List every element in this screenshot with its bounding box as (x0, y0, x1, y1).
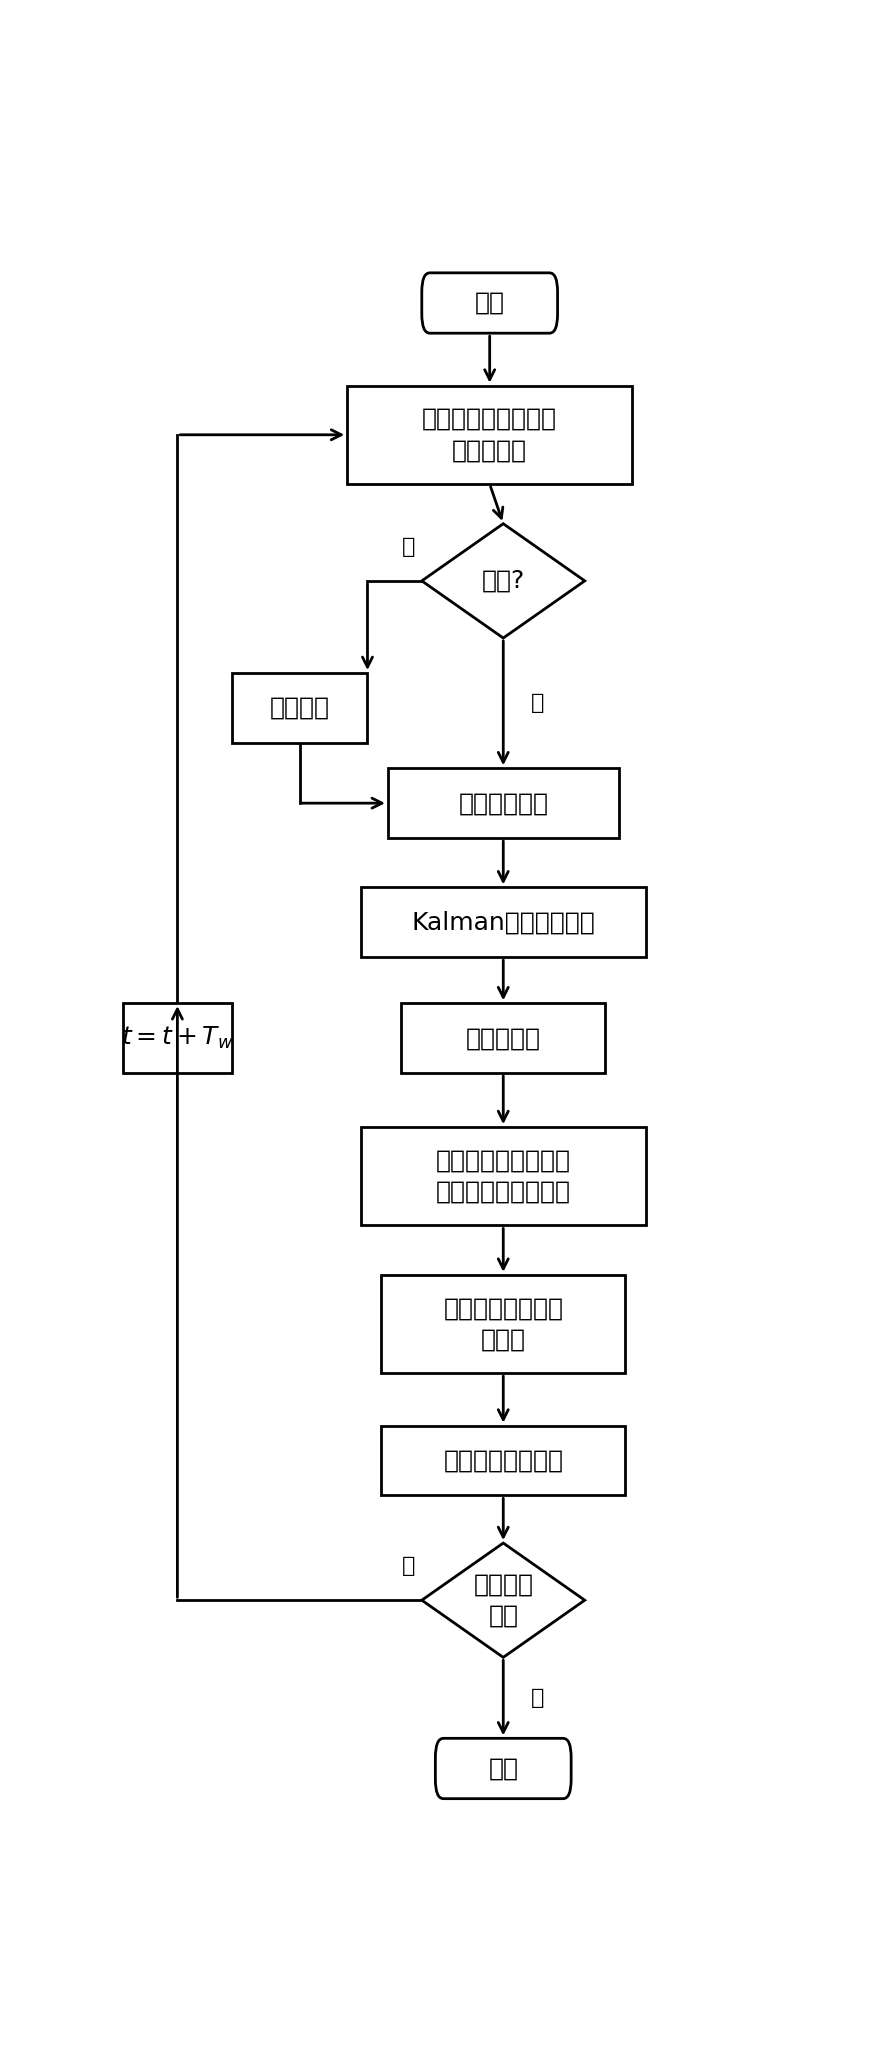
FancyBboxPatch shape (422, 272, 558, 334)
Text: $t=t+T_w$: $t=t+T_w$ (121, 1025, 234, 1052)
Bar (231, 672, 367, 742)
Bar (381, 1425, 625, 1495)
Text: 评估电压互感器误
差状态: 评估电压互感器误 差状态 (443, 1297, 563, 1353)
Text: 构建原始矩阵: 构建原始矩阵 (458, 792, 548, 814)
Text: 标准化矩阵: 标准化矩阵 (466, 1027, 540, 1050)
Text: 否: 否 (401, 1557, 415, 1575)
Text: 结束: 结束 (488, 1757, 519, 1780)
Text: 正负误差情况判断: 正负误差情况判断 (443, 1448, 563, 1472)
Bar (388, 769, 618, 837)
Text: 协方差矩阵特征值分
布和差异度评价指标: 协方差矩阵特征值分 布和差异度评价指标 (435, 1149, 571, 1204)
Text: 开始: 开始 (475, 291, 505, 315)
Text: Kalman滤波矩阵扩展: Kalman滤波矩阵扩展 (412, 909, 595, 934)
Text: 是: 是 (530, 1689, 544, 1707)
Text: 电压互感器输出信号
平稳性检验: 电压互感器输出信号 平稳性检验 (422, 406, 557, 462)
FancyBboxPatch shape (435, 1738, 571, 1798)
Text: 否: 否 (401, 536, 415, 557)
Bar (361, 1128, 646, 1225)
Bar (381, 1274, 625, 1373)
Text: 是: 是 (530, 693, 544, 713)
Polygon shape (421, 1542, 585, 1658)
Bar (361, 887, 646, 957)
Text: 差分计算: 差分计算 (270, 695, 329, 720)
Bar (347, 386, 632, 485)
Bar (401, 1004, 605, 1072)
Text: 平稳?: 平稳? (482, 569, 525, 594)
Bar (123, 1004, 231, 1072)
Polygon shape (421, 524, 585, 637)
Text: 评估时间
结束: 评估时间 结束 (473, 1573, 533, 1629)
